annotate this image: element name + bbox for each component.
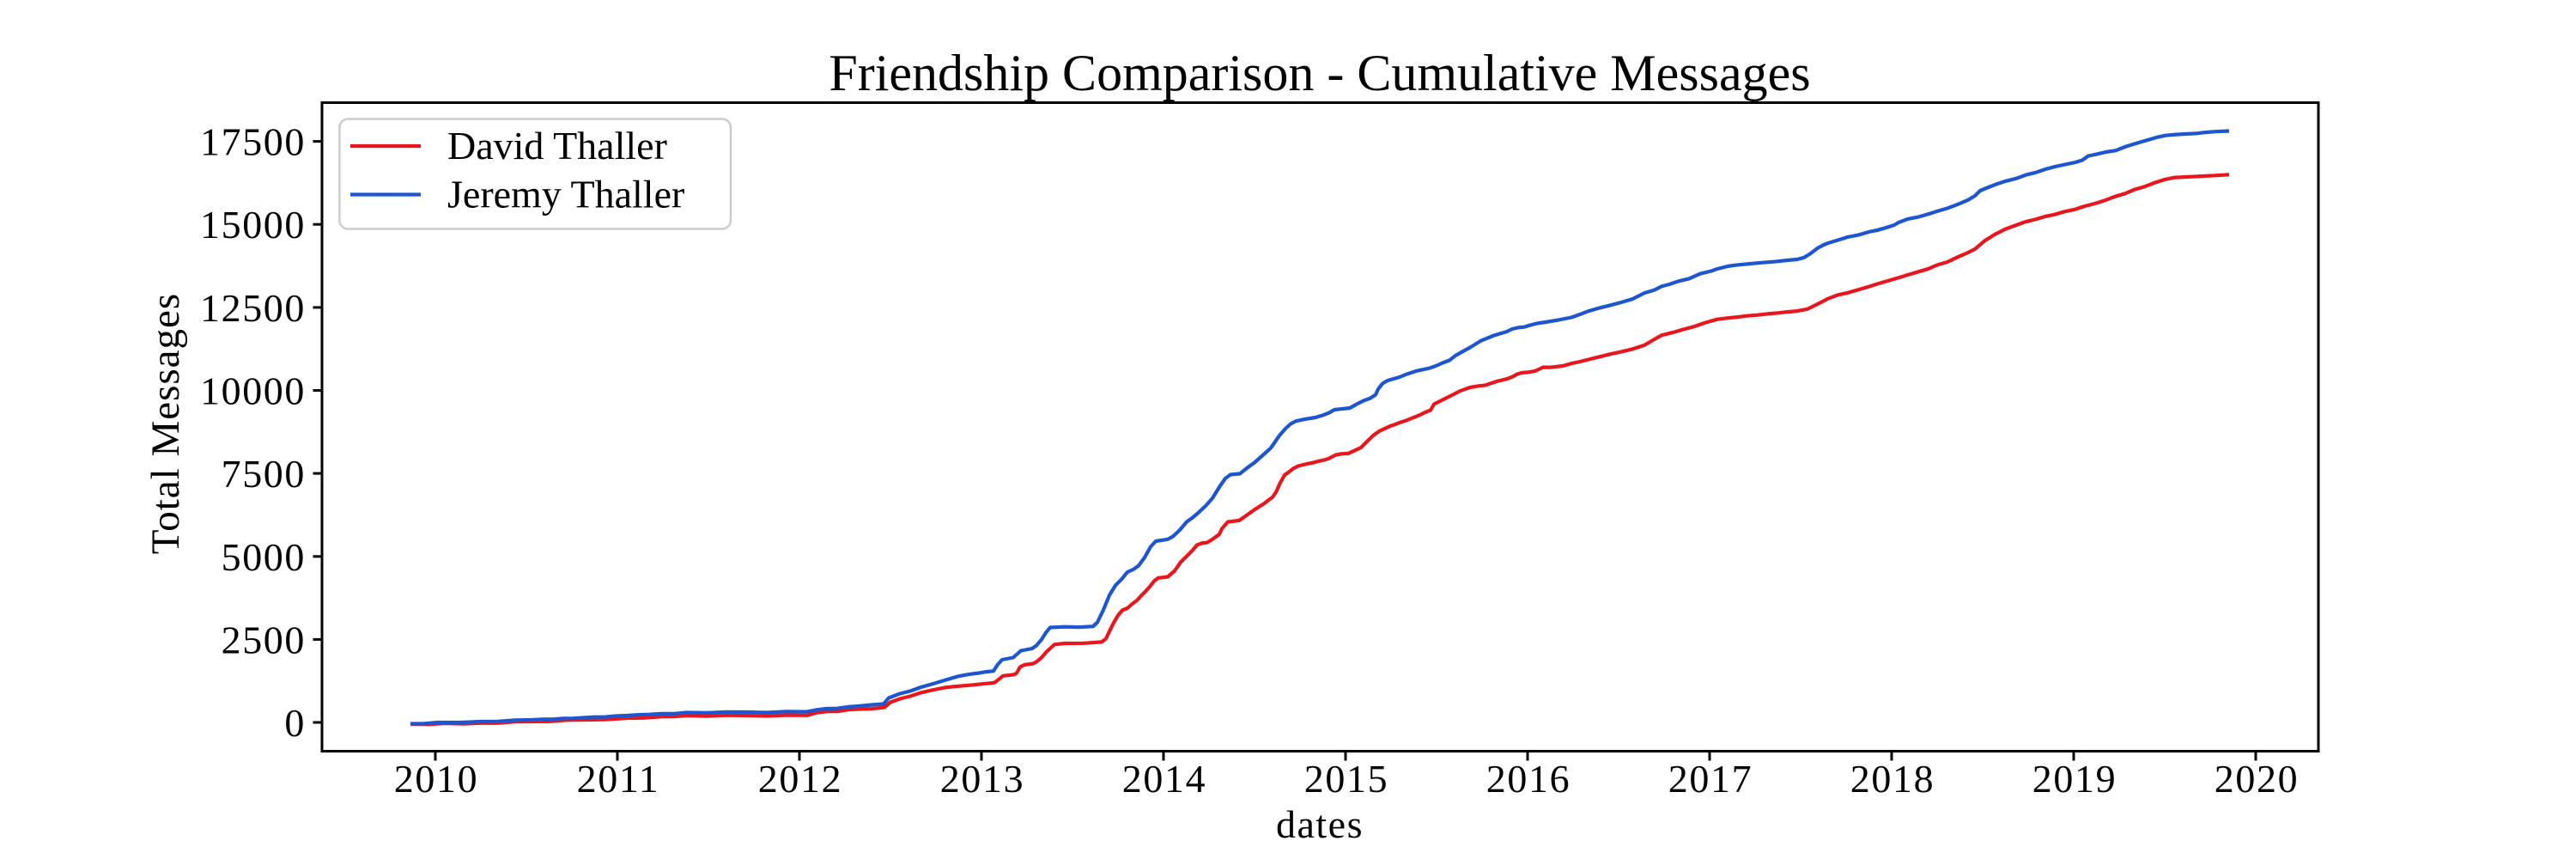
- svg-text:2017: 2017: [1668, 757, 1753, 801]
- svg-text:2016: 2016: [1486, 757, 1571, 801]
- svg-text:2010: 2010: [394, 757, 478, 801]
- svg-text:10000: 10000: [200, 369, 306, 413]
- svg-text:Jeremy Thaller: Jeremy Thaller: [447, 173, 684, 216]
- svg-text:David Thaller: David Thaller: [447, 124, 667, 168]
- svg-text:2015: 2015: [1304, 757, 1388, 801]
- svg-text:Friendship Comparison - Cumula: Friendship Comparison - Cumulative Messa…: [829, 45, 1810, 101]
- svg-text:2018: 2018: [1850, 757, 1935, 801]
- svg-text:7500: 7500: [222, 452, 306, 496]
- svg-text:17500: 17500: [200, 120, 306, 164]
- svg-text:2013: 2013: [940, 757, 1024, 801]
- svg-text:2011: 2011: [577, 757, 660, 801]
- svg-text:2019: 2019: [2032, 757, 2117, 801]
- svg-text:15000: 15000: [200, 203, 306, 247]
- svg-text:Total Messages: Total Messages: [143, 293, 188, 554]
- svg-text:2014: 2014: [1122, 757, 1206, 801]
- svg-text:5000: 5000: [222, 535, 306, 579]
- svg-text:0: 0: [284, 701, 306, 745]
- svg-text:2500: 2500: [222, 618, 306, 661]
- svg-text:2020: 2020: [2215, 757, 2299, 801]
- svg-text:2012: 2012: [758, 757, 842, 801]
- svg-text:12500: 12500: [200, 286, 306, 330]
- svg-text:dates: dates: [1276, 802, 1364, 846]
